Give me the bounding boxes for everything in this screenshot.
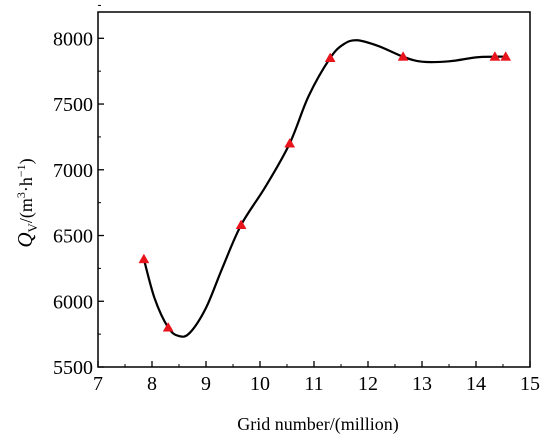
data-point-marker (138, 253, 150, 264)
x-tick-label: 9 (201, 373, 211, 395)
y-axis-symbol: Q (13, 233, 37, 248)
plot-area (97, 11, 531, 368)
y-tick-label: 7500 (53, 94, 93, 116)
x-tick-label: 12 (358, 373, 378, 395)
data-point-marker (284, 137, 296, 148)
y-tick-label: 5500 (53, 357, 93, 379)
data-point-marker (397, 51, 409, 61)
y-axis-sup1: 3 (14, 192, 28, 198)
x-tick-label: 13 (412, 373, 432, 395)
x-tick-label: 15 (520, 373, 540, 395)
x-tick-label: 8 (147, 373, 157, 395)
y-tick-label: 8000 (53, 28, 93, 50)
y-axis-sup2: −1 (14, 164, 28, 177)
y-axis-title: QV/(m3·h−1) (13, 158, 40, 247)
data-point-marker (489, 51, 501, 61)
y-axis-unit-open: /(m (16, 198, 37, 223)
y-axis-unit-mid: ·h (16, 177, 36, 192)
data-point-marker (162, 322, 174, 332)
data-point-marker (324, 52, 336, 63)
data-point-marker (235, 219, 247, 229)
series-markers-group (138, 51, 512, 332)
series-line (142, 39, 506, 338)
x-tick-label: 14 (466, 373, 486, 395)
data-point-marker (500, 51, 512, 61)
y-axis-ticks: 5500 6000 6500 7000 7500 8000 (53, 4, 104, 379)
y-tick-label: 6000 (53, 291, 93, 313)
y-axis-unit-close: ) (16, 158, 37, 164)
x-axis-ticks: 7 8 9 10 11 12 13 14 15 (93, 361, 540, 395)
series-curve-group (142, 39, 506, 338)
y-tick-label: 6500 (53, 226, 93, 248)
plot-frame (97, 11, 531, 368)
x-axis-title: Grid number/(million) (237, 414, 398, 435)
x-tick-label: 10 (250, 373, 270, 395)
x-tick-label: 7 (93, 373, 103, 395)
y-axis-subscript: V (25, 223, 40, 233)
y-tick-label: 7000 (53, 160, 93, 182)
x-tick-label: 11 (304, 373, 323, 395)
